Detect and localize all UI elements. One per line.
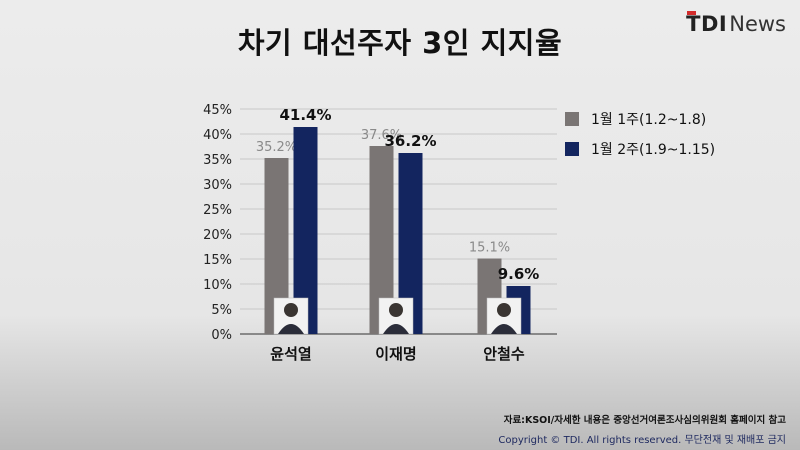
data-label: 35.2% [256,140,297,155]
y-tick-label: 15% [203,253,232,268]
legend-swatch-week2 [565,142,579,156]
y-tick-label: 45% [203,103,232,118]
y-tick-label: 35% [203,153,232,168]
chart-title: 차기 대선주자 3인 지지율 [237,26,563,60]
y-tick-label: 5% [211,303,232,318]
y-tick-label: 40% [203,128,232,143]
legend-label-week1: 1월 1주(1.2~1.8) [591,112,707,128]
photo-head-icon [284,303,298,317]
photo-shoulders-icon [278,324,304,334]
x-category-label: 안철수 [483,345,525,363]
logo-tdi-text: TDI [686,12,728,36]
y-tick-label: 25% [203,203,232,218]
y-tick-label: 20% [203,228,232,243]
photo-shoulders-icon [383,324,409,334]
legend-item-week2: 1월 2주(1.9~1.15) [565,138,715,160]
x-category-label: 이재명 [375,345,416,363]
logo-accent-bar [687,11,697,15]
data-label: 41.4% [279,106,331,124]
y-tick-label: 30% [203,178,232,193]
legend-label-week2: 1월 2주(1.9~1.15) [591,142,716,158]
photo-head-icon [497,303,511,317]
data-label: 15.1% [469,241,510,256]
photo-head-icon [389,303,403,317]
tdi-news-logo: TDI News [686,11,786,42]
chart-legend: 1월 1주(1.2~1.8) 1월 2주(1.9~1.15) [565,108,715,168]
logo-news-text: News [729,12,786,36]
legend-swatch-week1 [565,112,579,126]
source-note: 자료:KSOI/자세한 내용은 중앙선거여론조사심의위원회 홈페이지 참고 [503,415,786,426]
photo-shoulders-icon [491,324,517,334]
y-tick-label: 10% [203,278,232,293]
copyright-note: Copyright © TDI. All rights reserved. 무단… [498,435,786,446]
legend-item-week1: 1월 1주(1.2~1.8) [565,108,715,130]
y-tick-label: 0% [211,328,232,343]
data-label: 37.6% [361,128,402,143]
data-label: 36.2% [384,132,436,150]
data-label: 9.6% [498,265,540,283]
x-category-label: 윤석열 [270,345,311,363]
